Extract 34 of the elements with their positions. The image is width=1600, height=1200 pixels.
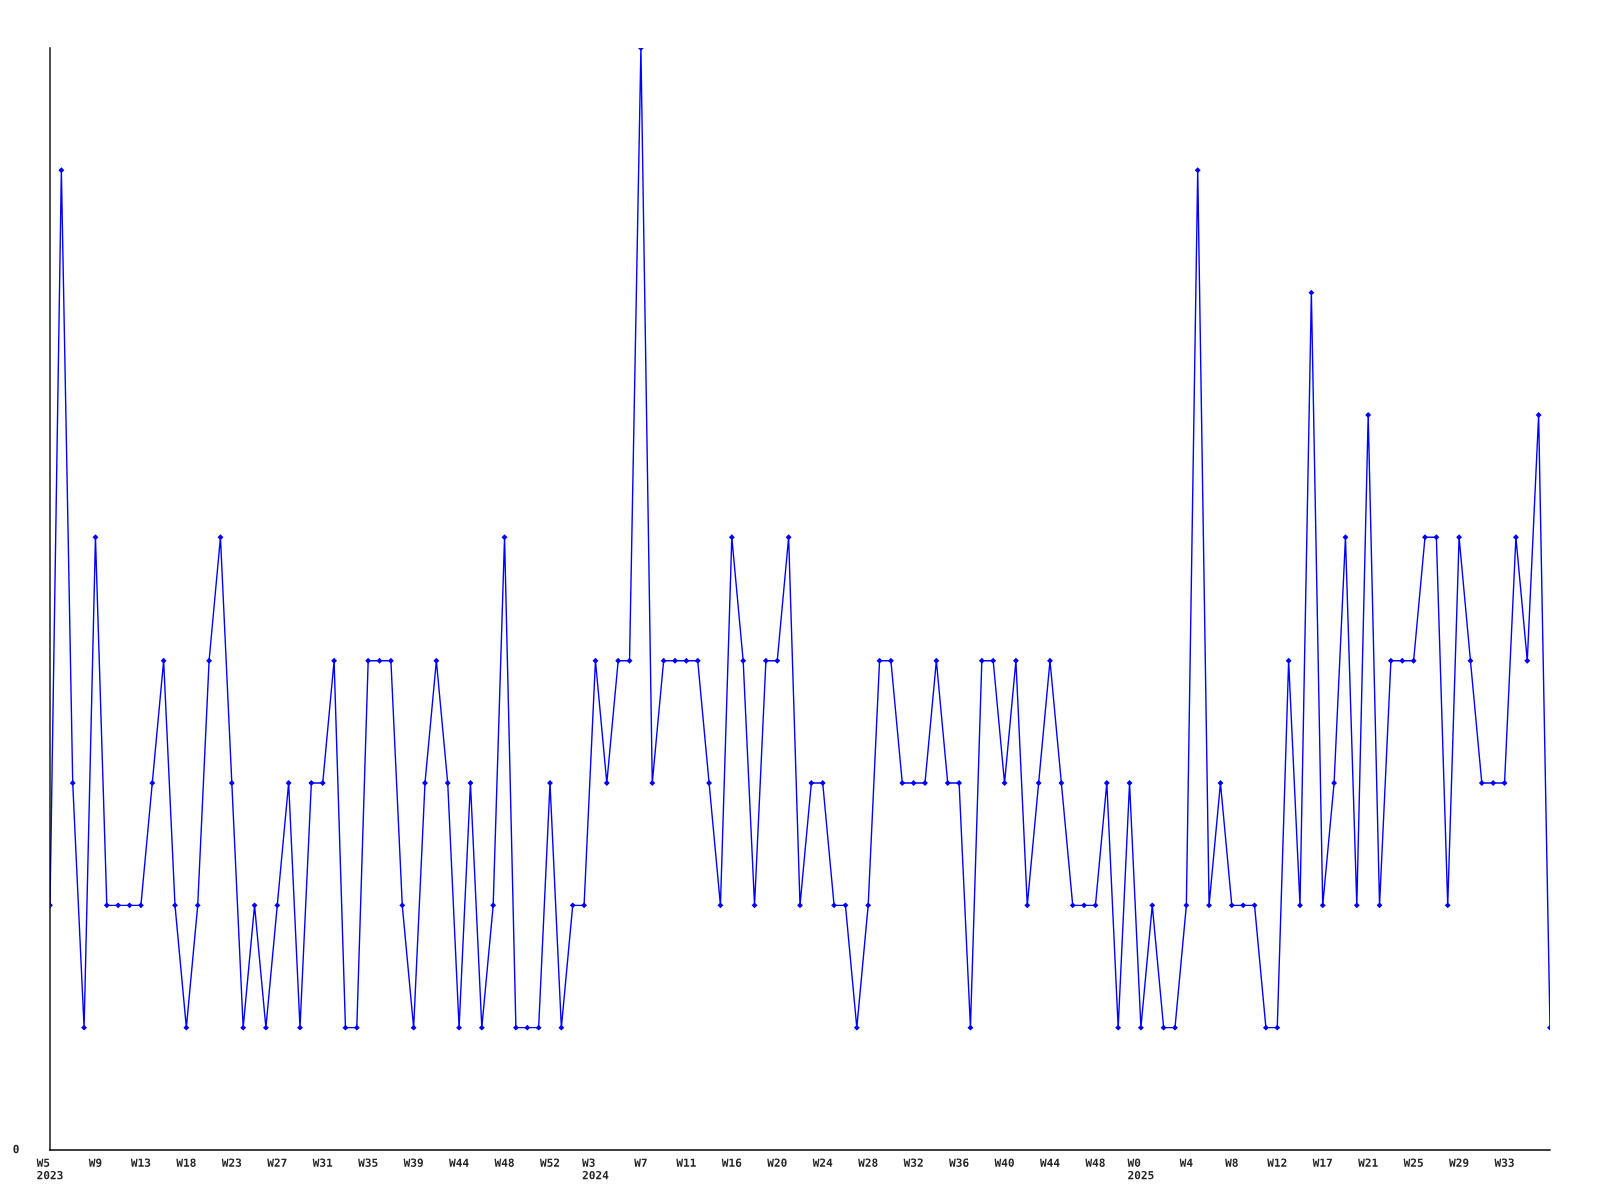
x-tick-label: W9 [88, 1158, 102, 1167]
text: 0 [13, 1144, 19, 1154]
x-tick-label: W5 2023 [36, 1158, 63, 1180]
x-tick-label: W21 [1358, 1158, 1378, 1167]
x-tick-label: W3 2024 [582, 1158, 609, 1180]
x-tick-label: W8 [1225, 1158, 1238, 1167]
x-tick-label: W13 [130, 1158, 151, 1167]
x-tick-label: W48 [494, 1158, 514, 1167]
x-tick-label: W33 [1494, 1158, 1514, 1167]
x-tick-label: W24 [812, 1158, 833, 1167]
x-tick-label: W18 [176, 1158, 196, 1167]
x-tick-label: W28 [858, 1158, 878, 1167]
x-tick-label: W52 [539, 1158, 560, 1167]
x-tick-label: W20 [767, 1158, 787, 1167]
x-tick-label: W48 [1085, 1158, 1105, 1167]
x-tick-label: W16 [721, 1158, 742, 1167]
x-tick-label: W11 [676, 1158, 696, 1167]
x-tick-label: W31 [312, 1158, 333, 1167]
x-tick-label: W4 [1179, 1158, 1193, 1167]
x-tick-label: W35 [358, 1158, 378, 1167]
x-tick-label: W12 [1267, 1158, 1287, 1167]
x-tick-label: W40 [994, 1158, 1014, 1167]
x-tick-label: W29 [1449, 1158, 1469, 1167]
x-tick-label: W44 [449, 1158, 469, 1167]
x-tick-label: W39 [403, 1158, 423, 1167]
x-tick-label: W17 [1312, 1158, 1332, 1167]
x-tick-label: W25 [1403, 1158, 1423, 1167]
x-tick-label: W44 [1039, 1158, 1060, 1167]
x-tick-label: W36 [949, 1158, 969, 1167]
x-tick-label: W7 [634, 1158, 647, 1167]
x-tick-label: W27 [267, 1158, 287, 1167]
x-tick-label: W0 2025 [1127, 1158, 1154, 1180]
x-tick-label: W23 [221, 1158, 242, 1167]
x-tick-label: W32 [903, 1158, 923, 1167]
